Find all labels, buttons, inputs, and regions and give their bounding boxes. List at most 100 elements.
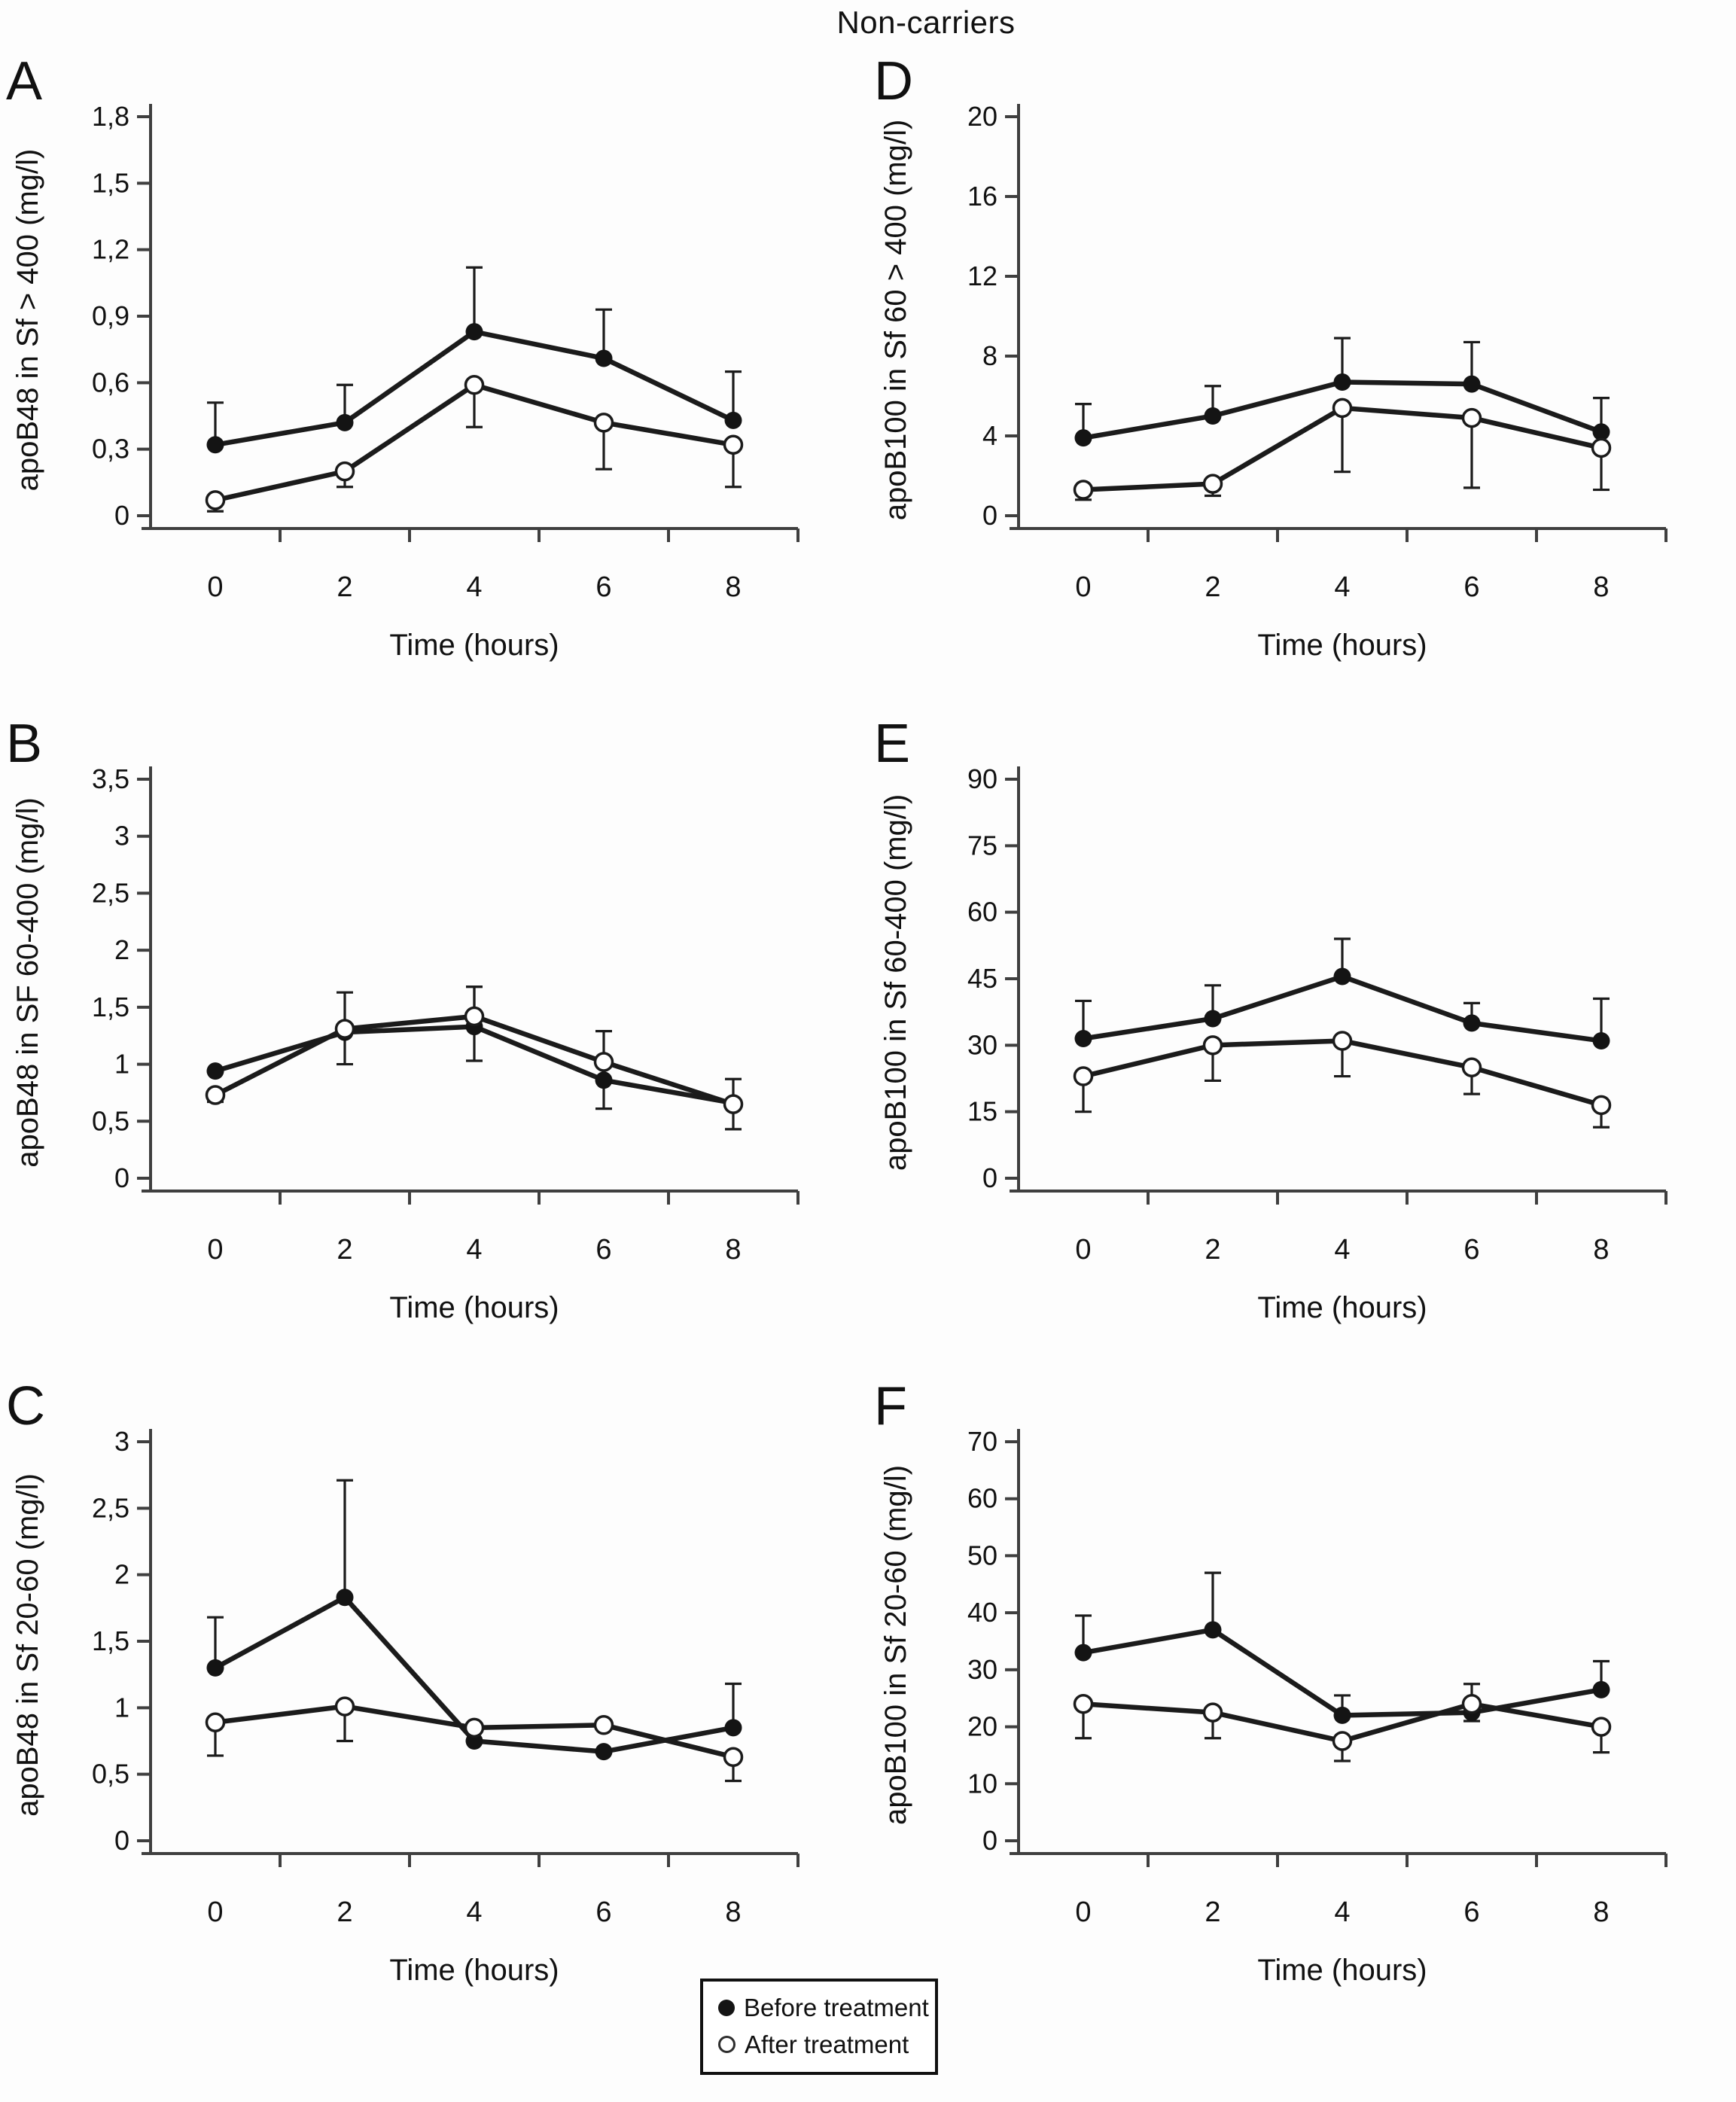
data-point-open — [334, 1019, 355, 1039]
x-tick-label: 6 — [1463, 1896, 1479, 1928]
panel-letter: E — [874, 714, 910, 774]
x-tick-label: 4 — [1334, 1234, 1350, 1266]
y-tick-label: 20 — [967, 101, 997, 132]
y-tick-label: 1,2 — [92, 234, 129, 265]
y-tick-label: 15 — [967, 1096, 997, 1127]
x-axis-label: Time (hours) — [389, 1954, 559, 1987]
x-tick-label: 4 — [466, 571, 482, 603]
y-tick-label: 4 — [982, 420, 997, 451]
x-tick-label: 2 — [1205, 571, 1220, 603]
y-tick-label: 2,5 — [92, 1492, 129, 1523]
data-point-open — [464, 1717, 485, 1738]
x-tick-label: 2 — [337, 571, 352, 603]
panel-letter: C — [6, 1376, 45, 1436]
data-point-open — [1591, 1095, 1612, 1116]
y-tick-label: 45 — [967, 963, 997, 994]
y-tick-label: 30 — [967, 1654, 997, 1685]
data-point-open — [1461, 1057, 1482, 1078]
y-tick-label: 0 — [114, 1825, 129, 1856]
y-tick-label: 0,3 — [92, 434, 129, 465]
data-point-open — [723, 434, 744, 455]
legend-box: Before treatment After treatment — [700, 1979, 938, 2075]
y-tick-label: 1,5 — [92, 992, 129, 1022]
panel-letter: B — [6, 714, 42, 774]
panel-letter: A — [6, 51, 42, 111]
data-point-filled — [1592, 1031, 1610, 1049]
data-point-filled — [1204, 407, 1222, 425]
filled-circle-icon — [718, 1999, 735, 2016]
data-point-filled — [1333, 967, 1351, 986]
data-point-open — [464, 375, 485, 395]
y-tick-label: 1,8 — [92, 101, 129, 132]
x-tick-label: 4 — [1334, 571, 1350, 603]
y-tick-label: 1 — [114, 1692, 129, 1723]
y-tick-label: 70 — [967, 1426, 997, 1457]
data-point-open — [1202, 1035, 1223, 1056]
x-tick-label: 0 — [207, 1896, 223, 1928]
data-point-filled — [1463, 1014, 1481, 1032]
data-point-open — [1591, 437, 1612, 458]
y-tick-label: 0,6 — [92, 367, 129, 398]
y-tick-label: 0 — [982, 1162, 997, 1193]
y-tick-label: 10 — [967, 1768, 997, 1799]
y-tick-label: 75 — [967, 830, 997, 861]
legend-item-before: Before treatment — [718, 1995, 929, 2020]
x-tick-label: 4 — [466, 1896, 482, 1928]
data-point-open — [1332, 1731, 1353, 1751]
x-tick-label: 8 — [1593, 571, 1609, 603]
data-point-open — [205, 1085, 226, 1105]
data-point-open — [1073, 1694, 1094, 1714]
open-circle-icon — [718, 2036, 736, 2053]
data-point-filled — [1074, 1644, 1092, 1662]
data-point-filled — [206, 436, 224, 454]
data-point-filled — [1204, 1010, 1222, 1028]
y-tick-label: 30 — [967, 1029, 997, 1060]
y-axis-label: apoB48 in Sf > 400 (mg/l) — [11, 149, 44, 492]
y-tick-label: 0 — [982, 1825, 997, 1856]
y-tick-label: 1,5 — [92, 167, 129, 198]
x-tick-label: 2 — [337, 1896, 352, 1928]
data-point-open — [464, 1006, 485, 1027]
x-tick-label: 6 — [1463, 1234, 1479, 1266]
figure-title: Non-carriers — [836, 5, 1016, 40]
y-tick-label: 0,5 — [92, 1105, 129, 1136]
x-axis-label: Time (hours) — [1257, 1291, 1427, 1324]
panel-letter: F — [874, 1376, 907, 1436]
data-point-filled — [1074, 1030, 1092, 1047]
data-point-filled — [1592, 423, 1610, 441]
x-tick-label: 8 — [725, 1896, 741, 1928]
x-tick-label: 4 — [466, 1234, 482, 1266]
y-tick-label: 2,5 — [92, 877, 129, 908]
legend-item-after: After treatment — [718, 2032, 923, 2057]
y-tick-label: 1,5 — [92, 1625, 129, 1656]
data-point-open — [1073, 1066, 1094, 1086]
x-tick-label: 6 — [595, 1234, 611, 1266]
x-tick-label: 2 — [1205, 1234, 1220, 1266]
data-point-filled — [1333, 373, 1351, 391]
y-tick-label: 8 — [982, 340, 997, 371]
data-point-open — [205, 1712, 226, 1733]
y-tick-label: 60 — [967, 1483, 997, 1514]
x-tick-label: 6 — [1463, 571, 1479, 603]
y-tick-label: 90 — [967, 763, 997, 794]
data-point-open — [1332, 398, 1353, 419]
x-tick-label: 8 — [725, 571, 741, 603]
data-point-filled — [595, 1071, 613, 1089]
y-tick-label: 3,5 — [92, 763, 129, 794]
data-point-open — [1461, 407, 1482, 428]
data-point-filled — [724, 411, 742, 429]
data-point-open — [593, 413, 614, 433]
y-tick-label: 16 — [967, 181, 997, 212]
y-tick-label: 2 — [114, 934, 129, 965]
data-point-filled — [336, 413, 354, 431]
panel-letter: D — [874, 51, 913, 111]
y-tick-label: 3 — [114, 1426, 129, 1457]
data-point-filled — [1074, 429, 1092, 447]
